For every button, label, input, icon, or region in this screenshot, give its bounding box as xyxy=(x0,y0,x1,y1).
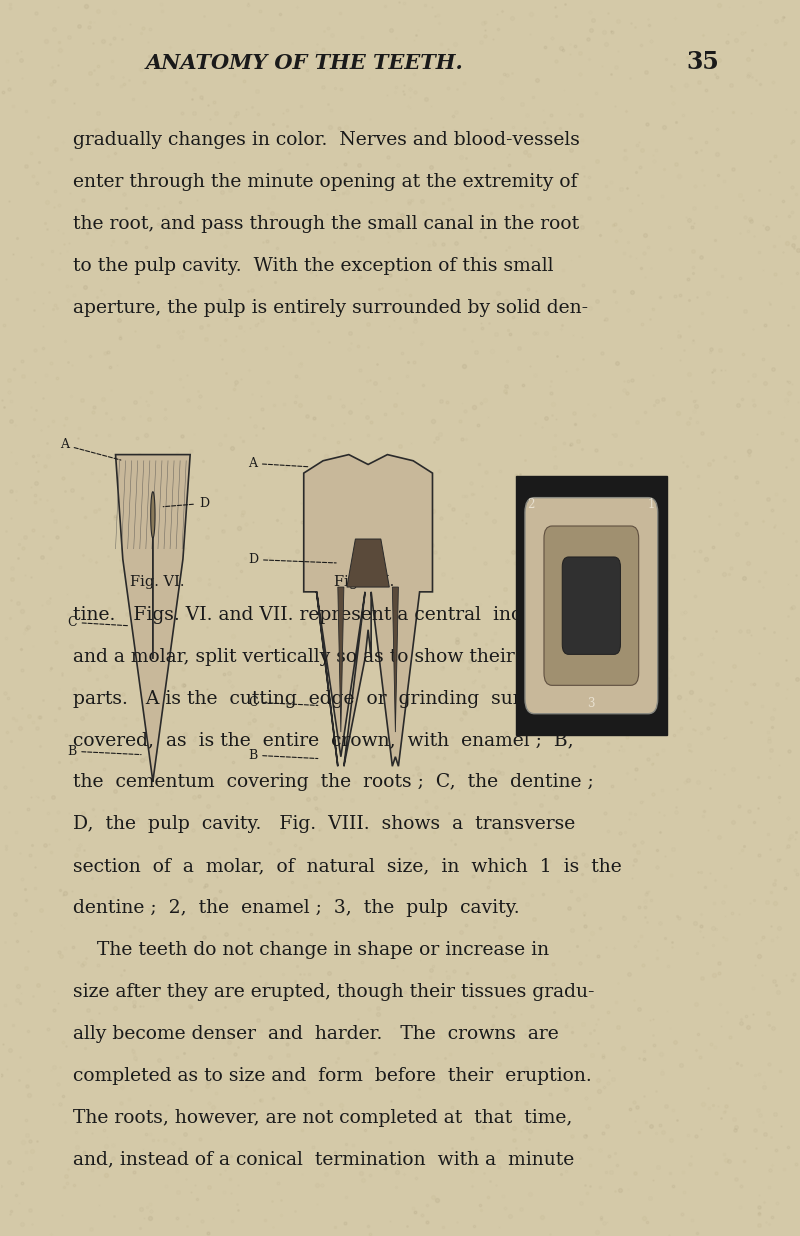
Text: size after they are erupted, though their tissues gradu-: size after they are erupted, though thei… xyxy=(73,983,594,1001)
Polygon shape xyxy=(115,455,190,781)
Text: D: D xyxy=(248,552,336,566)
Text: the root, and pass through the small canal in the root: the root, and pass through the small can… xyxy=(73,215,579,232)
Text: D: D xyxy=(163,497,209,510)
Text: Fig. VII.: Fig. VII. xyxy=(334,575,394,588)
Text: C: C xyxy=(67,616,128,629)
Text: B: B xyxy=(248,749,318,761)
Polygon shape xyxy=(338,587,344,732)
Text: covered,  as  is the  entire  crown,  with  enamel ;  B,: covered, as is the entire crown, with en… xyxy=(73,732,574,749)
Text: 3: 3 xyxy=(587,697,595,711)
Text: D,  the  pulp  cavity.   Fig.  VIII.  shows  a  transverse: D, the pulp cavity. Fig. VIII. shows a t… xyxy=(73,816,575,833)
Text: The roots, however, are not completed at  that  time,: The roots, however, are not completed at… xyxy=(73,1109,573,1127)
Text: Fig. VI.: Fig. VI. xyxy=(130,575,184,588)
FancyBboxPatch shape xyxy=(562,557,621,654)
Text: The teeth do not change in shape or increase in: The teeth do not change in shape or incr… xyxy=(73,941,550,959)
Text: C: C xyxy=(248,696,318,708)
FancyBboxPatch shape xyxy=(525,498,658,713)
Text: to the pulp cavity.  With the exception of this small: to the pulp cavity. With the exception o… xyxy=(73,257,554,274)
Text: 35: 35 xyxy=(686,51,719,74)
Text: ANATOMY OF THE TEETH.: ANATOMY OF THE TEETH. xyxy=(146,53,463,73)
FancyBboxPatch shape xyxy=(544,527,638,685)
Text: B: B xyxy=(67,745,141,758)
Text: section  of  a  molar,  of  natural  size,  in  which  1  is  the: section of a molar, of natural size, in … xyxy=(73,858,622,875)
Polygon shape xyxy=(347,539,390,587)
Text: completed as to size and  form  before  their  eruption.: completed as to size and form before the… xyxy=(73,1067,592,1085)
Text: the  cementum  covering  the  roots ;  C,  the  dentine ;: the cementum covering the roots ; C, the… xyxy=(73,774,594,791)
Polygon shape xyxy=(304,455,433,766)
FancyBboxPatch shape xyxy=(515,476,667,735)
Text: A: A xyxy=(248,457,309,470)
Text: 2: 2 xyxy=(527,498,535,512)
Text: tine.   Figs. VI. and VII. represent a central  incisor: tine. Figs. VI. and VII. represent a cen… xyxy=(73,606,558,624)
Text: gradually changes in color.  Nerves and blood-vessels: gradually changes in color. Nerves and b… xyxy=(73,131,580,148)
Text: 1: 1 xyxy=(648,498,655,512)
Text: aperture, the pulp is entirely surrounded by solid den-: aperture, the pulp is entirely surrounde… xyxy=(73,299,588,316)
Text: and, instead of a conical  termination  with a  minute: and, instead of a conical termination wi… xyxy=(73,1151,574,1169)
Text: enter through the minute opening at the extremity of: enter through the minute opening at the … xyxy=(73,173,578,190)
Text: A: A xyxy=(60,439,121,460)
Text: dentine ;  2,  the  enamel ;  3,  the  pulp  cavity.: dentine ; 2, the enamel ; 3, the pulp ca… xyxy=(73,899,520,917)
Text: Fig. VIII.: Fig. VIII. xyxy=(554,575,620,588)
Polygon shape xyxy=(392,587,398,732)
Text: and a molar, split vertically so as to show their various: and a molar, split vertically so as to s… xyxy=(73,648,590,666)
Text: parts.   A is the  cutting  edge  or  grinding  surface,: parts. A is the cutting edge or grinding… xyxy=(73,690,567,707)
Text: ally become denser  and  harder.   The  crowns  are: ally become denser and harder. The crown… xyxy=(73,1025,559,1043)
Polygon shape xyxy=(150,492,155,659)
